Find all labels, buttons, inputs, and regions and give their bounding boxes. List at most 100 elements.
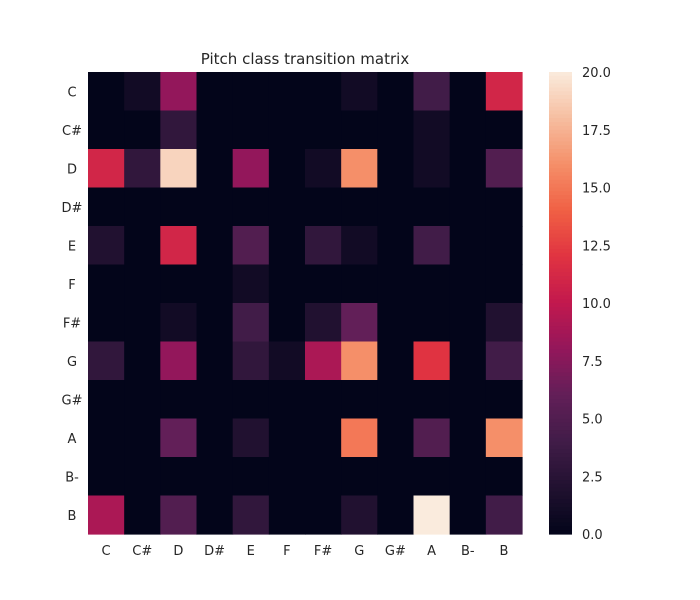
y-tick-label: C bbox=[67, 85, 76, 100]
heatmap-cell bbox=[377, 110, 415, 150]
heatmap-cell bbox=[413, 264, 451, 304]
y-tick-label: B- bbox=[65, 470, 79, 485]
x-tick-label: C# bbox=[132, 544, 152, 559]
colorbar-segment bbox=[549, 206, 572, 212]
x-tick-label: G# bbox=[385, 544, 406, 559]
colorbar-segment bbox=[549, 341, 572, 346]
heatmap-cell bbox=[377, 495, 415, 535]
colorbar-segment bbox=[549, 191, 572, 196]
heatmap-cell bbox=[377, 187, 415, 227]
heatmap-cell bbox=[413, 149, 451, 189]
colorbar-segment bbox=[549, 349, 572, 354]
x-tick-label: E bbox=[247, 544, 255, 559]
colorbar-segment bbox=[549, 279, 572, 285]
colorbar-segment bbox=[549, 114, 572, 119]
heatmap-cell bbox=[160, 341, 198, 381]
colorbar-segment bbox=[549, 483, 572, 489]
colorbar-segment bbox=[549, 175, 572, 181]
heatmap-cell bbox=[449, 226, 487, 266]
heatmap-cell bbox=[305, 303, 342, 343]
colorbar-segment bbox=[549, 91, 572, 96]
heatmap-cell bbox=[305, 264, 342, 304]
colorbar-segment bbox=[549, 433, 572, 439]
heatmap-cell bbox=[485, 380, 523, 420]
colorbar-segment bbox=[549, 510, 572, 516]
heatmap-cell bbox=[160, 72, 198, 112]
colorbar-segment bbox=[549, 507, 572, 512]
colorbar-segment bbox=[549, 79, 572, 85]
colorbar-segment bbox=[549, 256, 572, 262]
heatmap-cell bbox=[449, 418, 487, 458]
colorbar-segment bbox=[549, 376, 572, 381]
colorbar-segment bbox=[549, 503, 572, 508]
colorbar-segment bbox=[549, 222, 572, 227]
x-tick-label: C bbox=[102, 544, 111, 559]
heatmap-cell bbox=[160, 226, 198, 266]
colorbar-segment bbox=[549, 245, 572, 250]
heatmap-cell bbox=[88, 303, 125, 343]
heatmap-cell bbox=[341, 72, 378, 112]
heatmap-cell bbox=[413, 380, 451, 420]
heatmap-cell bbox=[232, 72, 270, 112]
x-tick-label: A bbox=[427, 544, 436, 559]
heatmap-cell bbox=[341, 303, 378, 343]
colorbar-segment bbox=[549, 499, 572, 504]
colorbar-segment bbox=[549, 106, 572, 112]
colorbar-segment bbox=[549, 333, 572, 339]
colorbar-segment bbox=[549, 491, 572, 497]
heatmap-cell bbox=[88, 149, 125, 189]
heatmap-cell bbox=[485, 418, 523, 458]
colorbar-segment bbox=[549, 441, 572, 447]
heatmap-cell bbox=[341, 110, 378, 150]
colorbar-segment bbox=[549, 406, 572, 412]
heatmap-cell bbox=[268, 418, 306, 458]
heatmap-cell bbox=[485, 495, 523, 535]
colorbar-segment bbox=[549, 310, 572, 316]
heatmap-cell bbox=[232, 303, 270, 343]
heatmap-cell bbox=[449, 110, 487, 150]
colorbar-segment bbox=[549, 141, 572, 146]
chart-title: Pitch class transition matrix bbox=[201, 50, 410, 68]
colorbar-segment bbox=[549, 252, 572, 258]
heatmap-cell bbox=[449, 149, 487, 189]
heatmap-cell bbox=[160, 264, 198, 304]
colorbar-tick-label: 0.0 bbox=[582, 528, 603, 543]
colorbar-segment bbox=[549, 368, 572, 373]
heatmap-cell bbox=[88, 187, 125, 227]
heatmap-cell bbox=[485, 149, 523, 189]
heatmap-cell bbox=[124, 264, 161, 304]
heatmap-cell bbox=[377, 226, 415, 266]
colorbar-segment bbox=[549, 83, 572, 88]
colorbar-segment bbox=[549, 145, 572, 150]
colorbar-segment bbox=[549, 249, 572, 254]
colorbar-segment bbox=[549, 410, 572, 416]
heatmap-cell bbox=[449, 72, 487, 112]
heatmap-cell bbox=[124, 149, 161, 189]
colorbar-segment bbox=[549, 233, 572, 239]
colorbar-tick-label: 7.5 bbox=[582, 355, 603, 370]
heatmap-cell bbox=[196, 495, 234, 535]
heatmap-cell bbox=[449, 264, 487, 304]
heatmap-cell bbox=[413, 303, 451, 343]
colorbar-segment bbox=[549, 391, 572, 396]
heatmap-cell bbox=[88, 495, 125, 535]
y-tick-label: F bbox=[68, 278, 75, 293]
heatmap-cell bbox=[341, 341, 378, 381]
x-tick-labels: C C# D D# E F F# G G# A B- B bbox=[102, 544, 509, 559]
heatmap-cell bbox=[268, 187, 306, 227]
heatmap-cell bbox=[413, 72, 451, 112]
colorbar-segment bbox=[549, 322, 572, 327]
heatmap-cell bbox=[124, 110, 161, 150]
heatmap-cell bbox=[232, 264, 270, 304]
colorbar-segment bbox=[549, 387, 572, 393]
heatmap-cell bbox=[485, 303, 523, 343]
heatmap-cell bbox=[268, 72, 306, 112]
heatmap-cell bbox=[305, 187, 342, 227]
heatmap-cell bbox=[341, 187, 378, 227]
heatmap-cell bbox=[377, 418, 415, 458]
heatmap-cell bbox=[88, 380, 125, 420]
colorbar-segment bbox=[549, 299, 572, 304]
colorbar-segment bbox=[549, 457, 572, 462]
heatmap-cell bbox=[449, 187, 487, 227]
heatmap-cell bbox=[88, 264, 125, 304]
